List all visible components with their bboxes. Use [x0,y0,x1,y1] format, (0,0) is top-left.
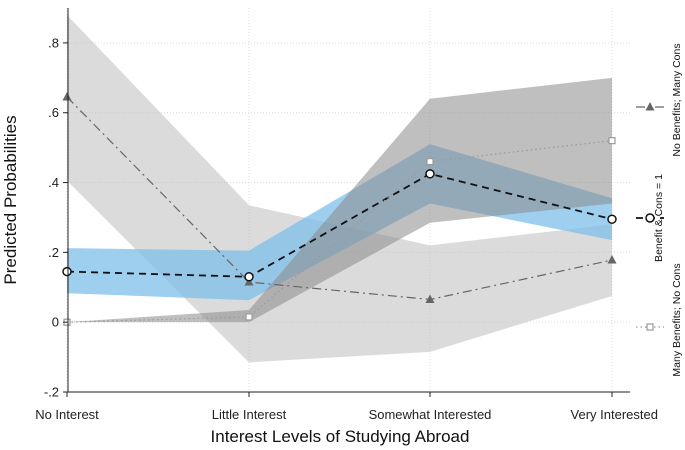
legend-label: No Benefits; Many Cons [671,43,683,156]
legend-label: Many Benefits; No Cons [671,263,683,376]
x-tick-label: Little Interest [212,407,287,422]
ci-band-2 [67,77,612,323]
legend-label: Benefit & Cons = 1 [653,174,665,262]
marker-square [245,313,253,321]
x-tick-label: Very Interested [571,407,658,422]
legend-marker-square [646,323,654,331]
marker-circle [425,169,435,179]
marker-circle [244,272,254,282]
x-tick-label: Somewhat Interested [369,407,492,422]
y-axis-title: Predicted Probabilities [1,115,20,284]
marker-triangle [607,255,617,264]
series-lines [62,92,617,326]
x-tick-label: No Interest [35,407,99,422]
x-axis-title: Interest Levels of Studying Abroad [211,427,470,446]
y-tick-label: -.2 [44,385,59,400]
axes [67,8,630,393]
marker-circle [62,266,72,277]
marker-square [608,137,616,145]
series-line-2 [66,140,613,323]
legend-marker-triangle [645,102,655,111]
ticks: -.2 0 .2 .4 .6 .8 No Interest Little Interest So… [35,35,658,422]
y-tick-label: .4 [48,175,59,190]
marker-square [426,158,434,166]
marker-triangle [425,294,435,303]
y-tick-label: .2 [48,245,59,260]
y-tick-label: 0 [52,315,59,330]
series-line-1 [66,172,613,278]
y-tick-label: .6 [48,105,59,120]
y-tick-label: .8 [48,35,59,50]
marker-triangle [62,92,72,101]
marker-circle [607,214,617,224]
series-line-0 [66,96,613,301]
legend: No Benefits; Many Cons Benefit & Cons = 1… [636,43,683,377]
legend-marker-circle [645,213,655,223]
